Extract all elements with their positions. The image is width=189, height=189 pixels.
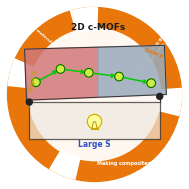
Circle shape [56,65,65,73]
Text: Incorporating guest
molecules: Incorporating guest molecules [137,28,173,73]
Text: High σ: High σ [29,69,37,92]
Text: Designing molecular structures: Designing molecular structures [15,11,76,65]
Text: 2D c-MOFs: 2D c-MOFs [71,23,125,32]
Polygon shape [25,47,98,100]
Text: Large S: Large S [78,140,111,149]
Circle shape [147,79,156,88]
Wedge shape [50,149,80,179]
Circle shape [87,114,102,129]
Text: Making composites: Making composites [97,161,150,166]
Polygon shape [29,102,160,139]
Polygon shape [98,45,166,97]
Circle shape [32,78,40,87]
Circle shape [84,68,93,77]
Wedge shape [70,8,98,33]
Circle shape [26,99,32,105]
Text: Low κ: Low κ [145,47,165,59]
Wedge shape [8,59,36,88]
Circle shape [8,8,181,181]
Circle shape [115,72,123,81]
Circle shape [28,28,161,161]
Wedge shape [157,88,181,115]
Circle shape [157,93,163,99]
